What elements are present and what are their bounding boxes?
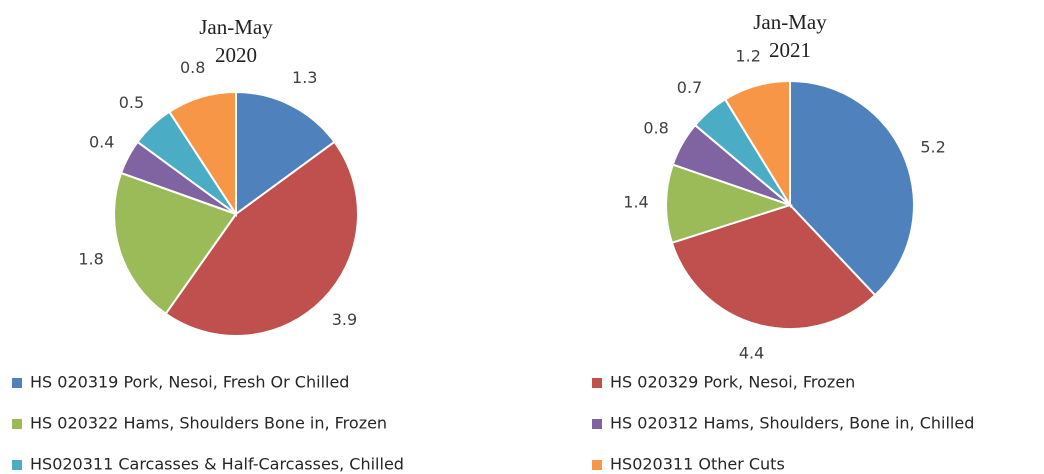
legend-swatch	[12, 378, 22, 388]
legend-swatch	[12, 419, 22, 429]
chart-title: Jan-May	[753, 10, 827, 34]
data-label: 1.4	[623, 193, 648, 212]
legend-label: HS 020312 Hams, Shoulders, Bone in, Chil…	[610, 414, 974, 433]
legend-swatch	[592, 419, 602, 429]
data-label: 4.4	[739, 344, 764, 363]
pie-slice	[789, 79, 915, 297]
pie-slice	[113, 171, 238, 316]
pie-slice	[167, 90, 237, 218]
data-label: 0.8	[180, 58, 205, 77]
data-label: 1.2	[735, 46, 760, 65]
data-label: 0.4	[89, 132, 114, 151]
data-label: 0.5	[119, 93, 144, 112]
pie-slice	[670, 203, 877, 330]
legend-label: HS020311 Carcasses & Half-Carcasses, Chi…	[30, 455, 404, 474]
data-label: 0.8	[643, 119, 668, 138]
pie-slice	[235, 90, 336, 216]
legend-label: HS 020329 Pork, Nesoi, Frozen	[610, 373, 855, 392]
legend-swatch	[592, 460, 602, 470]
chart-subtitle: 2020	[215, 43, 257, 67]
legend-label: HS 020322 Hams, Shoulders Bone in, Froze…	[30, 414, 387, 433]
data-label: 0.7	[677, 78, 702, 97]
pie-slice	[723, 79, 791, 209]
chart-title: Jan-May	[199, 15, 273, 39]
data-label: 3.9	[332, 310, 357, 329]
legend-label: HS020311 Other Cuts	[610, 455, 785, 474]
chart-subtitle: 2021	[769, 38, 811, 62]
data-label: 5.2	[920, 138, 945, 157]
legend-swatch	[592, 378, 602, 388]
pie-slice	[665, 163, 794, 245]
legend-swatch	[12, 460, 22, 470]
data-label: 1.3	[292, 68, 317, 87]
legend-label: HS 020319 Pork, Nesoi, Fresh Or Chilled	[30, 373, 349, 392]
data-label: 1.8	[78, 249, 103, 268]
pie-slice	[164, 140, 359, 337]
